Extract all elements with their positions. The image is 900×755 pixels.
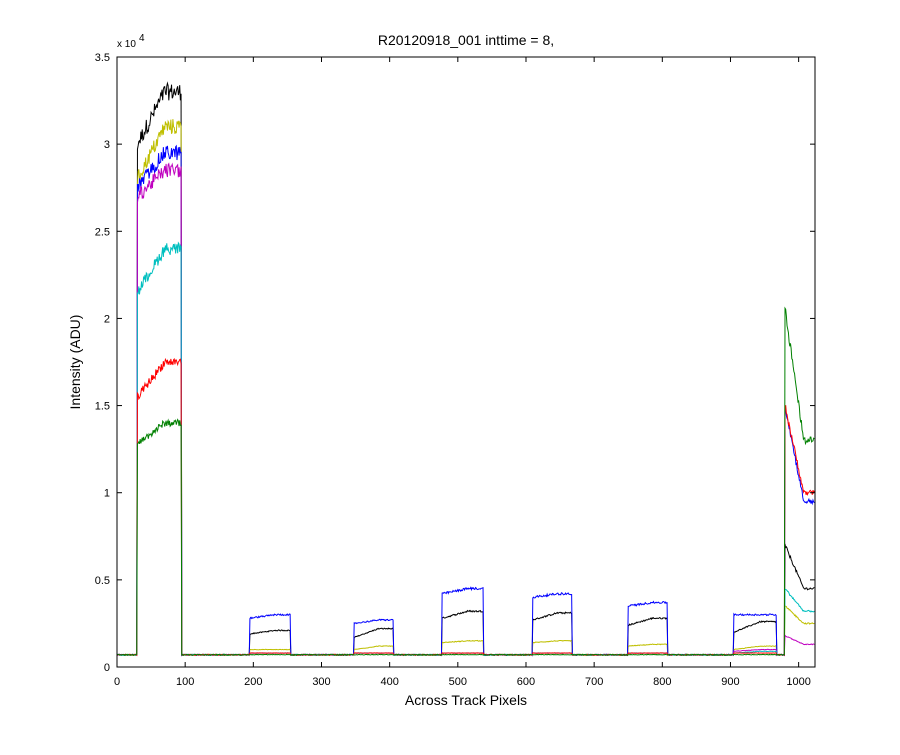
y-tick-label: 3 bbox=[104, 139, 110, 151]
y-tick-label: 2 bbox=[104, 313, 110, 325]
x-tick-label: 1000 bbox=[786, 676, 810, 688]
chart-title: R20120918_001 inttime = 8, bbox=[378, 32, 554, 48]
x-tick-label: 400 bbox=[380, 676, 398, 688]
y-multiplier-exponent: 4 bbox=[139, 33, 145, 44]
x-tick-label: 200 bbox=[244, 676, 262, 688]
x-tick-label: 300 bbox=[312, 676, 330, 688]
x-tick-label: 700 bbox=[585, 676, 603, 688]
x-tick-label: 800 bbox=[653, 676, 671, 688]
y-tick-label: 1.5 bbox=[95, 401, 110, 413]
y-tick-label: 1 bbox=[104, 488, 110, 500]
axis-ticks: 0 100 200 300 400 500 600 700 800 900 1000 0 0.5 1 1.5… bbox=[95, 52, 815, 688]
x-tick-label: 500 bbox=[449, 676, 467, 688]
x-tick-label: 600 bbox=[517, 676, 535, 688]
y-multiplier-base: x 10 bbox=[117, 39, 136, 50]
series-line-7 bbox=[116, 306, 815, 657]
x-tick-label: 900 bbox=[721, 676, 739, 688]
y-tick-label: 3.5 bbox=[95, 52, 110, 64]
y-tick-label: 0 bbox=[104, 662, 110, 674]
y-tick-label: 0.5 bbox=[95, 575, 110, 587]
plot-frame bbox=[116, 56, 816, 668]
y-axis-label: Intensity (ADU) bbox=[67, 315, 83, 410]
x-tick-label: 0 bbox=[114, 676, 120, 688]
x-tick-label: 100 bbox=[176, 676, 194, 688]
x-axis-label: Across Track Pixels bbox=[405, 692, 527, 708]
plot-area bbox=[117, 57, 815, 667]
series-lines bbox=[116, 81, 815, 657]
y-tick-label: 2.5 bbox=[95, 226, 110, 238]
